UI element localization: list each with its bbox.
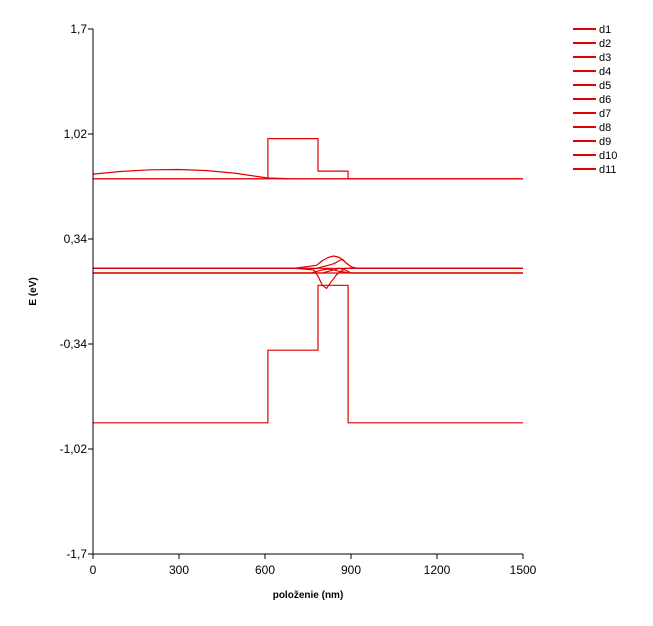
y-tick-label: -1,7 <box>66 547 87 561</box>
legend-label: d2 <box>599 38 611 50</box>
legend-label: d5 <box>599 80 611 92</box>
y-tick-label: 1,7 <box>70 22 87 36</box>
series-line-d2 <box>93 284 523 424</box>
x-tick-label: 0 <box>90 563 97 577</box>
legend-label: d1 <box>599 24 611 36</box>
x-ticks: 0 300 600 900 1200 1500 <box>90 554 537 577</box>
legend-label: d9 <box>599 136 611 148</box>
x-axis-title: položenie (nm) <box>273 590 344 601</box>
series-layer <box>92 138 523 424</box>
y-axis-title: E (eV) <box>28 277 39 305</box>
series-line-d6 <box>93 267 523 289</box>
y-tick-label: 0,34 <box>64 232 88 246</box>
x-tick-label: 1500 <box>510 563 537 577</box>
series-line-d1 <box>93 138 523 180</box>
legend: d1 d2 d3 d4 d5 d6 d7 d8 d9 d10 d11 <box>573 24 617 176</box>
axes-layer <box>92 29 523 555</box>
x-tick-label: 300 <box>169 563 189 577</box>
y-ticks: -1,7 -1,02 -0,34 0,34 1,02 1,7 <box>60 22 93 561</box>
series-line-d4 <box>93 255 523 269</box>
y-tick-label: 1,02 <box>64 127 88 141</box>
legend-label: d8 <box>599 122 611 134</box>
legend-label: d3 <box>599 52 611 64</box>
legend-label: d10 <box>599 150 617 162</box>
x-tick-label: 1200 <box>424 563 451 577</box>
y-tick-label: -0,34 <box>60 337 88 351</box>
x-tick-label: 600 <box>255 563 275 577</box>
y-tick-label: -1,02 <box>60 442 88 456</box>
series-line-d3 <box>92 168 523 180</box>
legend-label: d11 <box>599 164 617 176</box>
legend-label: d4 <box>599 66 611 78</box>
x-tick-label: 900 <box>341 563 361 577</box>
legend-label: d7 <box>599 108 611 120</box>
legend-label: d6 <box>599 94 611 106</box>
